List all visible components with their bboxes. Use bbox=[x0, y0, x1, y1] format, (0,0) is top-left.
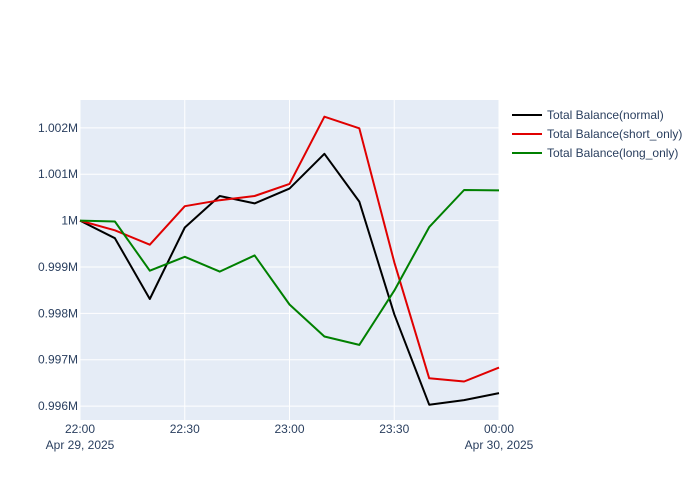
legend-label: Total Balance(long_only) bbox=[547, 146, 678, 160]
series-line bbox=[79, 189, 500, 346]
legend-label: Total Balance(normal) bbox=[547, 108, 664, 122]
y-tick-label: 0.999M bbox=[38, 260, 78, 274]
legend-item[interactable]: Total Balance(short_only) bbox=[512, 127, 682, 141]
x-tick-label: 23:00 bbox=[274, 422, 304, 436]
y-tick-label: 0.998M bbox=[38, 306, 78, 320]
legend-item[interactable]: Total Balance(long_only) bbox=[512, 146, 678, 160]
y-tick-label: 1M bbox=[61, 214, 78, 228]
y-tick-label: 1.001M bbox=[38, 167, 78, 181]
x-axis-ticks: 22:00 Apr 29, 2025 22:30 23:00 23:30 00:00 Apr… bbox=[46, 422, 534, 452]
legend[interactable]: Total Balance(normal) Total Balance(short… bbox=[512, 108, 682, 160]
legend-label: Total Balance(short_only) bbox=[547, 127, 682, 141]
series-line bbox=[79, 115, 500, 383]
y-axis-ticks: 0.996M 0.997M 0.998M 0.999M 1M 1.001M 1.002M bbox=[38, 121, 78, 413]
x-tick-date-label: Apr 29, 2025 bbox=[46, 438, 115, 452]
x-tick-date-label: Apr 30, 2025 bbox=[465, 438, 534, 452]
x-tick-label: 23:30 bbox=[379, 422, 409, 436]
y-tick-label: 0.996M bbox=[38, 399, 78, 413]
series-lines bbox=[79, 115, 500, 406]
y-tick-label: 1.002M bbox=[38, 121, 78, 135]
legend-item[interactable]: Total Balance(normal) bbox=[512, 108, 664, 122]
series-line bbox=[79, 152, 500, 406]
x-tick-label: 22:00 bbox=[65, 422, 95, 436]
y-tick-label: 0.997M bbox=[38, 353, 78, 367]
x-tick-label: 00:00 bbox=[484, 422, 514, 436]
x-tick-label: 22:30 bbox=[170, 422, 200, 436]
